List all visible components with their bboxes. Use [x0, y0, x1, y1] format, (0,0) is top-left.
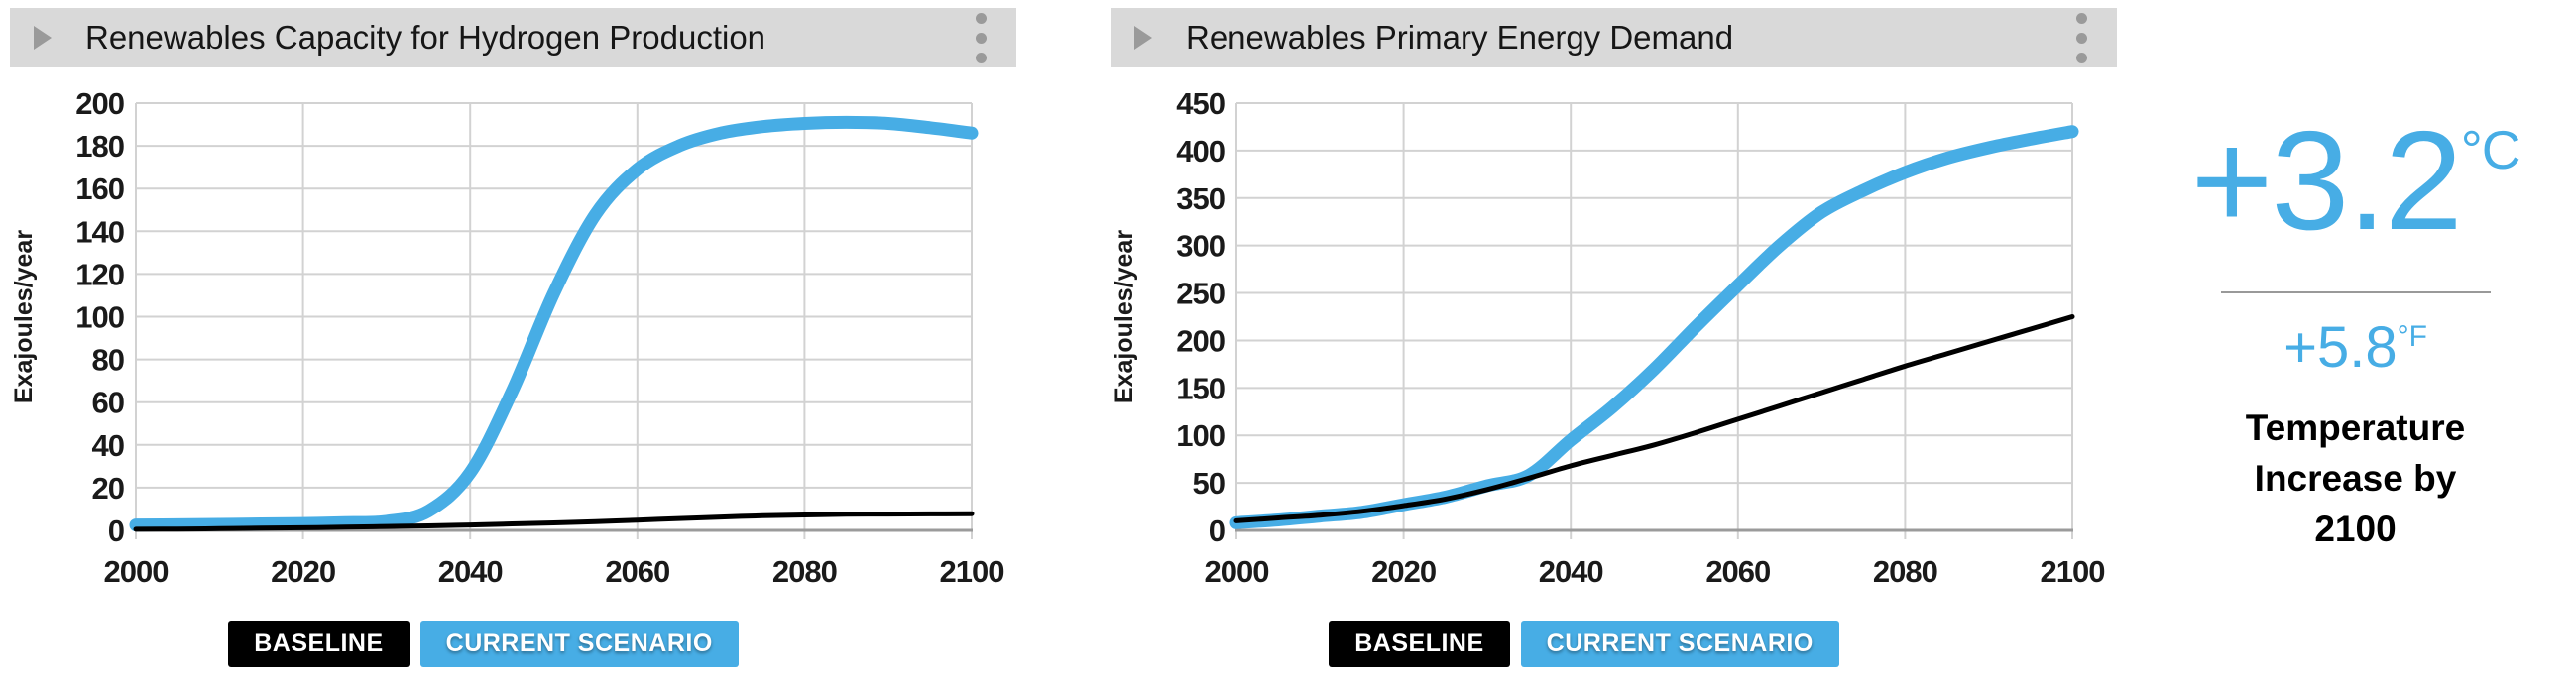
chart-panel-hydrogen-capacity: Renewables Capacity for Hydrogen Product… — [10, 0, 1016, 667]
svg-text:160: 160 — [75, 171, 124, 206]
svg-text:0: 0 — [108, 513, 124, 548]
temperature-fahrenheit-unit: °F — [2397, 320, 2427, 353]
svg-text:40: 40 — [92, 428, 124, 463]
temperature-fahrenheit: +5.8 °F — [2283, 319, 2427, 377]
svg-text:350: 350 — [1176, 181, 1225, 216]
svg-text:80: 80 — [92, 343, 124, 378]
svg-text:140: 140 — [75, 214, 124, 249]
svg-text:2060: 2060 — [605, 554, 669, 589]
svg-text:2000: 2000 — [1205, 554, 1269, 589]
expand-arrow-icon[interactable] — [1134, 26, 1152, 50]
svg-text:2100: 2100 — [2041, 554, 2105, 589]
svg-text:2020: 2020 — [271, 554, 335, 589]
legend-baseline-chip[interactable]: BASELINE — [1329, 621, 1510, 667]
svg-text:120: 120 — [75, 257, 124, 291]
temperature-celsius: +3.2 °C — [2190, 102, 2521, 260]
svg-text:2080: 2080 — [1873, 554, 1937, 589]
legend-current-scenario-chip[interactable]: CURRENT SCENARIO — [419, 621, 739, 667]
chart-title: Renewables Capacity for Hydrogen Product… — [85, 19, 766, 56]
svg-text:Exajoules/year: Exajoules/year — [1111, 230, 1138, 403]
legend-row: BASELINE CURRENT SCENARIO — [10, 621, 1016, 667]
svg-text:2020: 2020 — [1371, 554, 1436, 589]
svg-text:2080: 2080 — [772, 554, 837, 589]
svg-text:Exajoules/year: Exajoules/year — [10, 230, 38, 403]
legend-row: BASELINE CURRENT SCENARIO — [1111, 621, 2117, 667]
svg-text:50: 50 — [1193, 466, 1225, 501]
svg-text:150: 150 — [1176, 371, 1225, 405]
svg-text:100: 100 — [1176, 418, 1225, 453]
svg-text:100: 100 — [75, 300, 124, 335]
chart-header: Renewables Capacity for Hydrogen Product… — [10, 8, 1016, 67]
svg-text:450: 450 — [1176, 86, 1225, 121]
svg-text:250: 250 — [1176, 277, 1225, 311]
svg-text:2000: 2000 — [104, 554, 169, 589]
svg-text:200: 200 — [75, 86, 124, 121]
svg-text:2060: 2060 — [1705, 554, 1770, 589]
chart-panel-primary-energy-demand: Renewables Primary Energy Demand 2000 202… — [1111, 0, 2117, 667]
chart-canvas-primary-energy-demand[interactable]: 2000 2020 2040 2060 2080 2100 0 50 100 150 200 250 3… — [1111, 67, 2117, 595]
temperature-celsius-value: +3.2 — [2190, 102, 2462, 260]
svg-text:2040: 2040 — [438, 554, 503, 589]
chart-title: Renewables Primary Energy Demand — [1186, 19, 1734, 56]
svg-text:200: 200 — [1176, 323, 1225, 358]
svg-text:2040: 2040 — [1539, 554, 1603, 589]
temperature-celsius-unit: °C — [2460, 119, 2521, 180]
temperature-divider — [2220, 291, 2491, 293]
kebab-menu-icon[interactable] — [970, 9, 993, 67]
svg-text:60: 60 — [92, 386, 124, 420]
kebab-menu-icon[interactable] — [2070, 9, 2093, 67]
svg-text:180: 180 — [75, 129, 124, 164]
expand-arrow-icon[interactable] — [34, 26, 52, 50]
svg-text:2100: 2100 — [940, 554, 1004, 589]
svg-text:300: 300 — [1176, 229, 1225, 264]
chart-canvas-hydrogen-capacity[interactable]: 2000 2020 2040 2060 2080 21000204060801001201… — [10, 67, 1016, 595]
legend-baseline-chip[interactable]: BASELINE — [228, 621, 410, 667]
svg-text:0: 0 — [1209, 513, 1225, 548]
legend-current-scenario-chip[interactable]: CURRENT SCENARIO — [1520, 621, 1839, 667]
temperature-caption: Temperature Increase by 2100 — [2245, 407, 2466, 550]
temperature-fahrenheit-value: +5.8 — [2283, 315, 2398, 380]
svg-text:400: 400 — [1176, 134, 1225, 169]
temperature-panel: +3.2 °C +5.8 °F Temperature Increase by … — [2117, 0, 2576, 682]
svg-text:20: 20 — [92, 471, 124, 506]
chart-header: Renewables Primary Energy Demand — [1111, 8, 2117, 67]
